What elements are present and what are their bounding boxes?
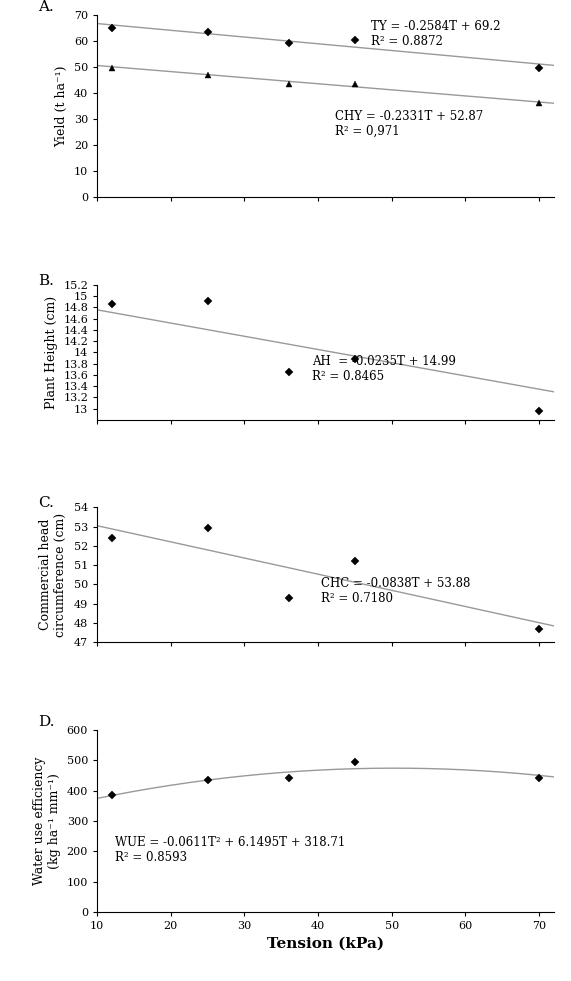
- Text: TY = -0.2584T + 69.2
R² = 0.8872: TY = -0.2584T + 69.2 R² = 0.8872: [371, 21, 501, 48]
- Y-axis label: Plant Height (cm): Plant Height (cm): [45, 295, 58, 409]
- Text: WUE = -0.0611T² + 6.1495T + 318.71
R² = 0.8593: WUE = -0.0611T² + 6.1495T + 318.71 R² = …: [115, 836, 345, 863]
- Text: B.: B.: [38, 274, 54, 288]
- Y-axis label: Yield (t ha⁻¹): Yield (t ha⁻¹): [55, 66, 69, 147]
- Text: C.: C.: [38, 496, 54, 510]
- Y-axis label: Commercial head
circumference (cm): Commercial head circumference (cm): [39, 513, 67, 637]
- Text: D.: D.: [38, 715, 54, 729]
- Y-axis label: Water use efficiency
(kg ha⁻¹ mm⁻¹): Water use efficiency (kg ha⁻¹ mm⁻¹): [33, 756, 61, 885]
- Text: CHC = -0.0838T + 53.88
R² = 0.7180: CHC = -0.0838T + 53.88 R² = 0.7180: [321, 578, 471, 605]
- Text: A.: A.: [38, 0, 54, 14]
- X-axis label: Tension (kPa): Tension (kPa): [267, 937, 384, 951]
- Text: AH  = -0.0235T + 14.99
R² = 0.8465: AH = -0.0235T + 14.99 R² = 0.8465: [312, 355, 456, 383]
- Text: CHY = -0.2331T + 52.87
R² = 0,971: CHY = -0.2331T + 52.87 R² = 0,971: [335, 110, 483, 137]
